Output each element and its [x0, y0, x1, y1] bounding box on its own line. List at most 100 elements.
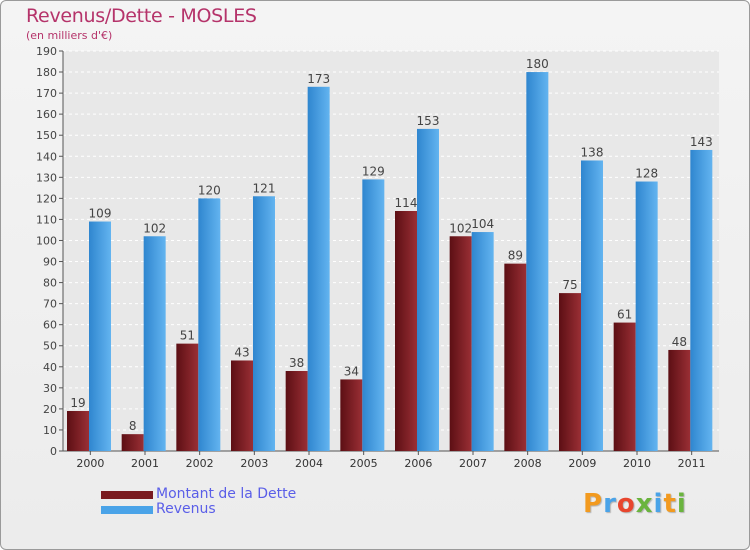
logo-letter: x	[635, 489, 654, 519]
data-label: 48	[672, 335, 687, 349]
bar-dette-2011	[668, 349, 691, 451]
x-tick-label: 2007	[459, 457, 487, 470]
y-tick-label: 150	[36, 129, 57, 142]
data-label: 8	[129, 419, 137, 433]
bar-revenus-2010	[635, 181, 658, 452]
y-tick-label: 190	[36, 45, 57, 58]
bar-revenus-2007	[471, 232, 494, 451]
bar-dette-2010	[613, 322, 636, 451]
bar-revenus-2002	[198, 198, 221, 451]
legend-label-revenus: Revenus	[156, 501, 216, 517]
data-label: 153	[417, 114, 440, 128]
bar-revenus-2005	[362, 179, 385, 451]
data-label: 114	[395, 196, 418, 210]
bar-dette-2006	[395, 211, 417, 451]
data-label: 180	[526, 57, 549, 71]
y-tick-label: 70	[43, 298, 57, 311]
data-label: 19	[70, 396, 85, 410]
y-tick-label: 140	[36, 150, 57, 163]
data-label: 104	[471, 217, 494, 231]
y-tick-label: 10	[43, 424, 57, 437]
data-label: 120	[198, 183, 221, 197]
y-tick-label: 180	[36, 66, 57, 79]
data-label: 61	[617, 308, 632, 322]
legend-swatch-revenus	[101, 505, 153, 514]
x-tick-label: 2011	[678, 457, 706, 470]
y-tick-label: 0	[50, 445, 57, 458]
bar-dette-2004	[285, 371, 308, 451]
y-tick-label: 120	[36, 192, 57, 205]
x-tick-label: 2005	[350, 457, 378, 470]
legend-swatch-dette	[101, 490, 153, 499]
x-tick-label: 2009	[568, 457, 596, 470]
bar-dette-2005	[340, 379, 363, 451]
data-label: 51	[180, 329, 195, 343]
y-tick-label: 40	[43, 361, 57, 374]
legend-item-revenus: Revenus	[101, 502, 296, 517]
bar-revenus-2008	[526, 72, 549, 451]
bar-dette-2008	[504, 263, 527, 451]
x-tick-label: 2010	[623, 457, 651, 470]
y-tick-label: 170	[36, 87, 57, 100]
bar-dette-2003	[231, 360, 253, 451]
chart-title: Revenus/Dette - MOSLES	[26, 5, 257, 27]
logo-letter: i	[676, 489, 687, 519]
data-label: 75	[562, 278, 577, 292]
x-tick-label: 2002	[186, 457, 214, 470]
data-label: 38	[289, 356, 304, 370]
data-label: 138	[581, 145, 604, 159]
x-tick-label: 2001	[131, 457, 159, 470]
bar-dette-2001	[121, 434, 144, 451]
data-label: 109	[89, 207, 112, 221]
logo-letter: i	[653, 489, 664, 519]
bar-revenus-2003	[253, 196, 275, 451]
x-tick-label: 2006	[404, 457, 432, 470]
data-label: 143	[690, 135, 713, 149]
bar-revenus-2006	[417, 128, 439, 451]
y-tick-label: 50	[43, 340, 57, 353]
y-tick-label: 130	[36, 171, 57, 184]
x-tick-label: 2000	[76, 457, 104, 470]
data-label: 43	[234, 345, 249, 359]
y-tick-label: 60	[43, 319, 57, 332]
y-tick-label: 100	[36, 234, 57, 247]
logo-letter: r	[603, 489, 617, 519]
legend-item-dette: Montant de la Dette	[101, 487, 296, 502]
data-label: 121	[253, 181, 276, 195]
chart-subtitle: (en milliers d'€)	[26, 29, 113, 42]
y-tick-label: 20	[43, 403, 57, 416]
logo-letter: o	[616, 489, 636, 519]
data-label: 128	[635, 167, 658, 181]
data-label: 102	[143, 221, 166, 235]
logo-letter: t	[663, 489, 677, 519]
y-tick-label: 80	[43, 277, 57, 290]
data-label: 173	[307, 72, 330, 86]
plot-area	[63, 51, 719, 451]
data-label: 102	[449, 221, 472, 235]
bar-dette-2002	[176, 343, 199, 451]
bar-revenus-2004	[307, 86, 330, 451]
proxiti-logo: Proxiti	[583, 489, 687, 519]
logo-letter: P	[583, 489, 604, 519]
x-tick-label: 2004	[295, 457, 323, 470]
bar-revenus-2009	[581, 160, 603, 451]
y-tick-label: 90	[43, 256, 57, 269]
bar-revenus-2001	[143, 236, 166, 451]
data-label: 34	[344, 364, 359, 378]
x-tick-label: 2003	[240, 457, 268, 470]
bar-revenus-2011	[690, 149, 713, 451]
bar-dette-2009	[559, 293, 581, 451]
y-tick-label: 160	[36, 108, 57, 121]
y-tick-label: 30	[43, 382, 57, 395]
bar-revenus-2000	[89, 221, 111, 451]
y-tick-label: 110	[36, 213, 57, 226]
legend-label-dette: Montant de la Dette	[156, 486, 297, 502]
x-tick-label: 2008	[514, 457, 542, 470]
data-label: 129	[362, 164, 385, 178]
data-label: 89	[508, 249, 523, 263]
legend: Montant de la Dette Revenus	[101, 487, 296, 517]
bar-dette-2000	[67, 411, 89, 451]
bar-dette-2007	[449, 236, 472, 451]
